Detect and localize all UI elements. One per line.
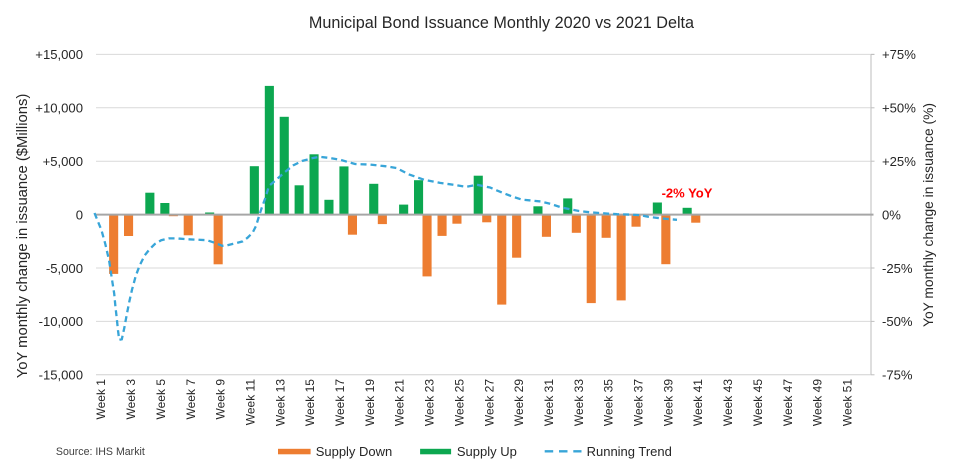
svg-text:0%: 0% [882,207,901,222]
svg-text:Week 7: Week 7 [184,379,198,420]
svg-text:-50%: -50% [882,314,913,329]
svg-text:YoY monthly change in issuance: YoY monthly change in issuance ($Million… [15,94,31,379]
svg-text:-5,000: -5,000 [46,261,83,276]
svg-text:Week 9: Week 9 [214,379,228,420]
svg-text:YoY monthly change in issuance: YoY monthly change in issuance (%) [921,103,936,327]
svg-text:Week 43: Week 43 [721,379,735,426]
svg-text:+75%: +75% [882,47,916,62]
svg-text:+25%: +25% [882,154,916,169]
svg-text:Week 35: Week 35 [602,379,616,426]
svg-text:-15,000: -15,000 [39,368,83,383]
svg-text:0: 0 [76,207,83,222]
svg-text:Week 15: Week 15 [303,379,317,426]
svg-text:+5,000: +5,000 [43,154,83,169]
svg-text:Week 1: Week 1 [94,379,108,420]
svg-text:Week 39: Week 39 [661,379,675,426]
svg-text:-2% YoY: -2% YoY [662,186,713,201]
svg-text:Supply Down: Supply Down [316,444,393,459]
svg-text:+50%: +50% [882,101,916,116]
svg-text:Source: IHS Markit: Source: IHS Markit [56,446,145,458]
svg-text:Week 13: Week 13 [273,379,287,426]
svg-text:Week 27: Week 27 [482,379,496,426]
svg-text:Week 5: Week 5 [154,379,168,420]
svg-text:Running Trend: Running Trend [587,444,672,459]
svg-text:-25%: -25% [882,261,913,276]
svg-text:Week 29: Week 29 [512,379,526,426]
svg-text:+15,000: +15,000 [35,47,83,62]
svg-text:Municipal Bond Issuance Monthl: Municipal Bond Issuance Monthly 2020 vs … [309,14,694,32]
svg-text:Week 11: Week 11 [244,379,258,426]
svg-text:Week 19: Week 19 [363,379,377,426]
svg-text:Week 41: Week 41 [691,379,705,426]
svg-text:+10,000: +10,000 [35,101,83,116]
svg-text:Week 17: Week 17 [333,379,347,426]
svg-text:Week 3: Week 3 [124,379,138,420]
svg-text:Week 51: Week 51 [841,379,855,426]
svg-text:-75%: -75% [882,368,913,383]
svg-text:Week 23: Week 23 [423,379,437,426]
svg-text:Week 47: Week 47 [781,379,795,426]
svg-text:Week 33: Week 33 [572,379,586,426]
svg-text:Week 37: Week 37 [632,379,646,426]
svg-text:Week 45: Week 45 [751,379,765,426]
svg-text:Week 49: Week 49 [811,379,825,426]
svg-text:Supply Up: Supply Up [457,444,517,459]
svg-text:Week 21: Week 21 [393,379,407,426]
svg-text:Week 31: Week 31 [542,379,556,426]
svg-text:-10,000: -10,000 [39,314,83,329]
svg-text:Week 25: Week 25 [452,379,466,426]
